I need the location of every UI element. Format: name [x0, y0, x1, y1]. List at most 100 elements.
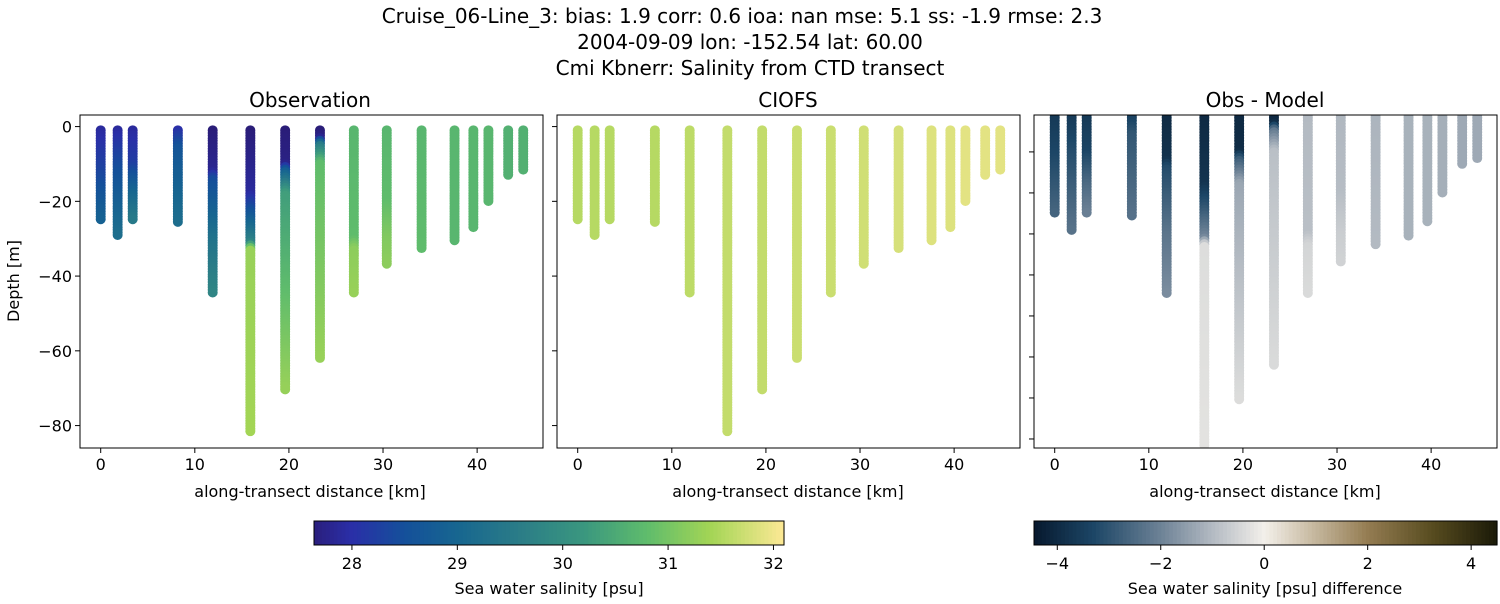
data-point: [1302, 287, 1313, 298]
colorbar-segment: [1072, 521, 1078, 545]
colorbar-segment: [1315, 521, 1321, 545]
colorbar-segment: [670, 521, 675, 545]
title-line-3: Cmi Kbnerr: Salinity from CTD transect: [556, 56, 945, 80]
colorbar-segment: [486, 521, 491, 545]
colorbar-segment: [509, 521, 515, 545]
colorbar-segment: [1138, 521, 1143, 545]
axes-frame: [556, 114, 1021, 449]
colorbar-segment: [1292, 521, 1297, 545]
colorbar-segment: [1288, 521, 1294, 545]
colorbar-segment: [1068, 521, 1074, 545]
data-point: [960, 195, 971, 206]
data-point: [1126, 210, 1137, 221]
data-point: [893, 243, 904, 254]
colorbar-segment: [611, 521, 617, 545]
colorbar-tick-label: 2: [1363, 554, 1373, 573]
colorbar-segment: [1045, 521, 1051, 545]
colorbar-segment: [1084, 521, 1089, 545]
data-point: [1370, 239, 1381, 250]
colorbar-segment: [666, 521, 672, 545]
colorbar-segment: [1126, 521, 1132, 545]
colorbar-segment: [740, 521, 746, 545]
colorbar-segment: [748, 521, 754, 545]
colorbar-segment: [686, 521, 691, 545]
colorbar-segment: [576, 521, 581, 545]
colorbar-segment: [1354, 521, 1359, 545]
colorbar-segment: [541, 521, 546, 545]
colorbar-segment: [1392, 521, 1398, 545]
colorbar-frame: [1033, 520, 1498, 546]
colorbar-segment: [1396, 521, 1402, 545]
colorbar-segment: [474, 521, 480, 545]
colorbar-segment: [572, 521, 578, 545]
colorbar-segment: [1219, 521, 1224, 545]
colorbar-segment: [646, 521, 652, 545]
colorbar-segment: [1361, 521, 1367, 545]
x-tick-label: 40: [944, 455, 964, 474]
colorbar-segment: [690, 521, 695, 545]
colorbar-segment: [1184, 521, 1189, 545]
x-tick-label: 40: [467, 455, 487, 474]
colorbar-segment: [427, 521, 433, 545]
colorbar-segment: [462, 521, 468, 545]
colorbar-segment: [361, 521, 366, 545]
colorbar-segment: [674, 521, 679, 545]
colorbar-segment: [623, 521, 628, 545]
colorbar-segment: [568, 521, 574, 545]
axes-frame: [1033, 114, 1498, 449]
colorbar-segment: [650, 521, 656, 545]
colorbar-segment: [1118, 521, 1124, 545]
colorbar-segment: [596, 521, 601, 545]
data-point: [518, 164, 529, 175]
colorbar-segment: [502, 521, 507, 545]
colorbar-segment: [1458, 521, 1463, 545]
colorbar-segment: [635, 521, 640, 545]
points-group-0: [95, 125, 529, 437]
colorbar-segment: [1435, 521, 1440, 545]
colorbar-tick-label: 4: [1466, 554, 1476, 573]
y-tick-label: 0: [62, 118, 72, 137]
y-tick-label: −20: [38, 192, 72, 211]
colorbar-segment: [1485, 521, 1490, 545]
data-point: [1161, 287, 1172, 298]
colorbar-segment: [1034, 521, 1039, 545]
colorbar-segment: [1350, 521, 1355, 545]
colorbar-segment: [552, 521, 558, 545]
colorbar-segment: [631, 521, 636, 545]
colorbar-segment: [525, 521, 531, 545]
colorbar-segment: [415, 521, 421, 545]
colorbar-tick-label: 28: [342, 554, 362, 573]
data-point: [280, 384, 291, 395]
data-point: [1066, 224, 1077, 235]
colorbar-segment: [682, 521, 687, 545]
colorbar-segment: [1211, 521, 1216, 545]
colorbar-segment: [1180, 521, 1186, 545]
colorbar-tick-label: 32: [763, 554, 783, 573]
x-tick-label: 10: [662, 455, 682, 474]
colorbar-segment: [1473, 521, 1479, 545]
colorbar-segment: [1442, 521, 1448, 545]
colorbar-segment: [1300, 521, 1305, 545]
colorbar-segment: [733, 521, 738, 545]
x-tick-label: 10: [185, 455, 205, 474]
colorbar-segment: [1489, 521, 1494, 545]
x-axis-label-observation: along-transect distance [km]: [194, 482, 425, 501]
colorbar-segment: [658, 521, 664, 545]
colorbar-segment: [1049, 521, 1054, 545]
x-tick-label: 0: [1050, 455, 1060, 474]
colorbar-segment: [1176, 521, 1182, 545]
y-axis-label: Depth [m]: [4, 240, 23, 322]
data-point: [604, 214, 615, 225]
x-tick-label: 10: [1139, 455, 1159, 474]
x-tick-label: 30: [850, 455, 870, 474]
colorbar-tick-label: 0: [1259, 554, 1269, 573]
colorbar-segment: [549, 521, 554, 545]
data-point: [791, 352, 802, 363]
colorbar-segment: [447, 521, 452, 545]
colorbar-segment: [1226, 521, 1232, 545]
y-tick-label: −40: [38, 267, 72, 286]
data-point: [980, 169, 991, 180]
colorbar-segment: [443, 521, 448, 545]
colorbar-segment: [1076, 521, 1081, 545]
colorbar-segment: [423, 521, 429, 545]
